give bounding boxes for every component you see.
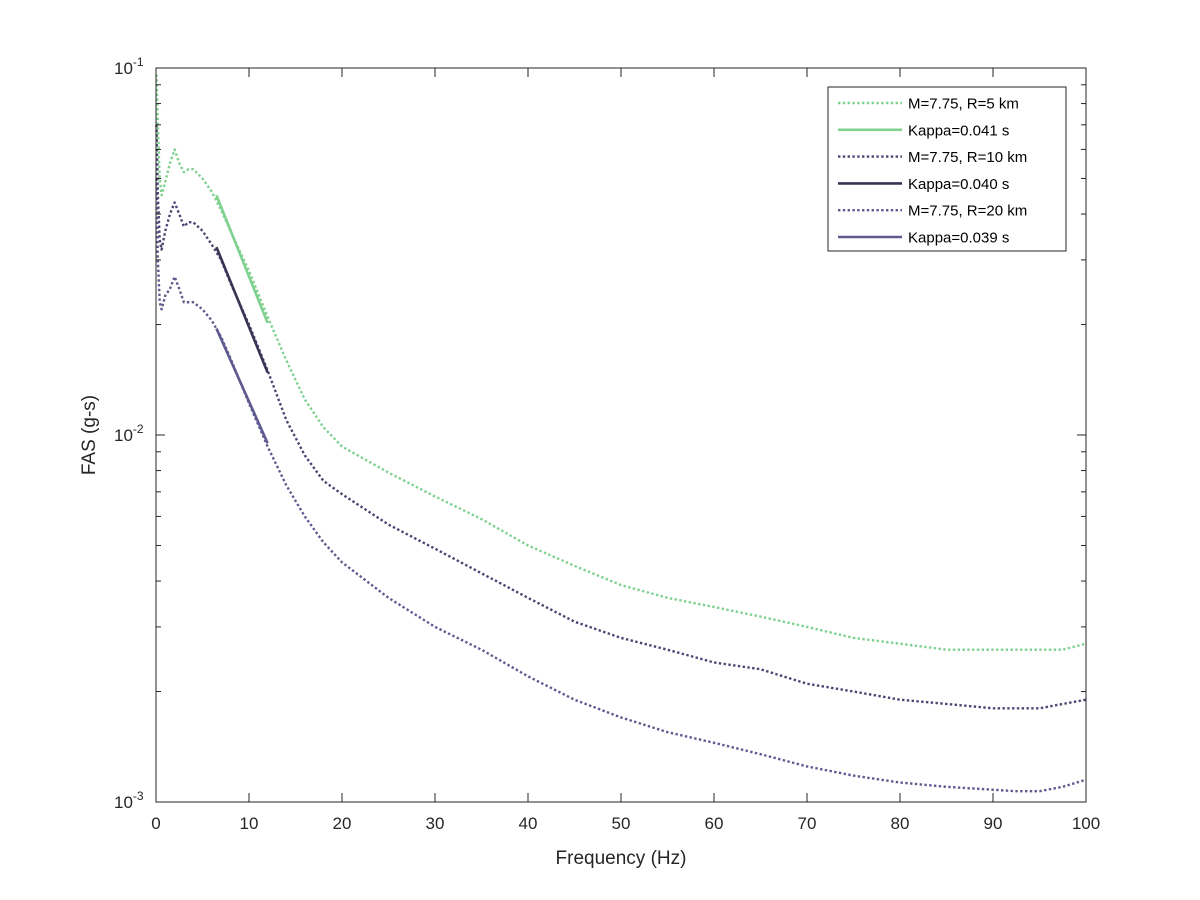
x-tick-label: 80 [891,814,910,833]
x-tick-label: 50 [612,814,631,833]
legend: M=7.75, R=5 km Kappa=0.041 s M=7.75, R=10 … [827,86,1067,252]
legend-label-2: Kappa=0.041 s [908,122,1009,139]
legend-label-4: Kappa=0.040 s [908,176,1009,193]
series-line-6 [215,328,269,444]
legend-label-1: M=7.75, R=5 km [908,96,1019,113]
x-tick-label: 10 [240,814,259,833]
legend-label-3: M=7.75, R=10 km [908,149,1027,166]
x-tick-label: 40 [519,814,538,833]
x-tick-label: 20 [333,814,352,833]
series-line-3 [155,124,1087,710]
y-tick-label: 10-3 [114,789,144,812]
x-tick-label: 100 [1072,814,1100,833]
y-tick-label: 10-1 [114,55,144,78]
x-tick-label: 30 [426,814,445,833]
series-line-5 [155,178,1087,793]
y-axis-label: FAS (g-s) [79,395,100,475]
x-tick-label: 60 [705,814,724,833]
axis-ticks [155,67,1087,803]
plot-lines [155,74,1087,793]
legend-label-5: M=7.75, R=20 km [908,203,1027,220]
x-tick-label: 0 [151,814,160,833]
series-line-1 [155,74,1087,651]
series-line-2 [215,194,269,324]
series-line-4 [215,246,269,374]
x-tick-label: 70 [798,814,817,833]
y-tick-label: 10-2 [114,422,144,445]
x-tick-label: 90 [984,814,1003,833]
legend-label-6: Kappa=0.039 s [908,230,1009,247]
x-axis-label: Frequency (Hz) [556,848,687,869]
legend-box [827,86,1067,252]
